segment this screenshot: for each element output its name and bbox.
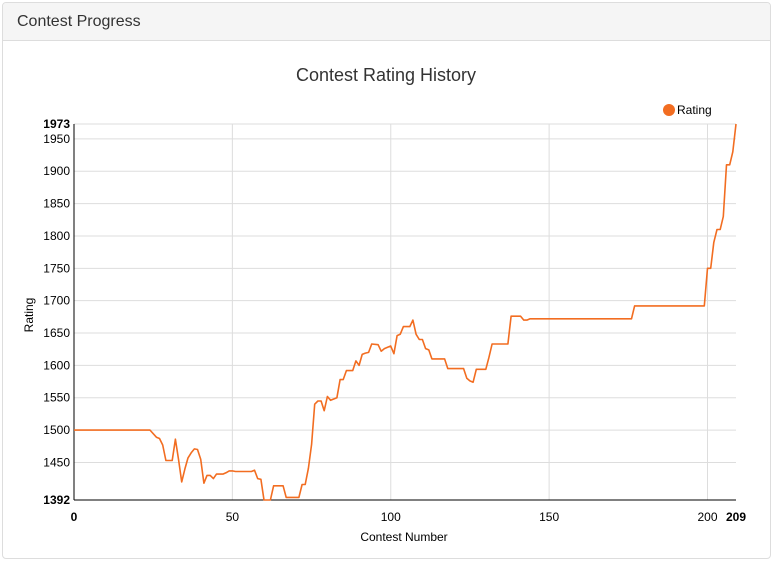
series-layer bbox=[74, 123, 737, 501]
legend[interactable]: Rating bbox=[663, 103, 712, 117]
y-tick-label: 1500 bbox=[43, 423, 70, 437]
panel-heading: Contest Progress bbox=[3, 3, 770, 41]
legend-label: Rating bbox=[677, 103, 712, 117]
x-tick-label: 150 bbox=[539, 510, 559, 524]
x-tick-label: 209 bbox=[726, 510, 746, 524]
y-tick-label: 1392 bbox=[43, 493, 70, 507]
chart-title: Contest Rating History bbox=[296, 65, 476, 85]
y-tick-label: 1900 bbox=[43, 164, 70, 178]
y-tick-label: 1650 bbox=[43, 326, 70, 340]
y-tick-label: 1800 bbox=[43, 229, 70, 243]
x-tick-label: 100 bbox=[381, 510, 401, 524]
x-tick-label: 200 bbox=[697, 510, 717, 524]
y-tick-label: 1950 bbox=[43, 132, 70, 146]
x-tick-label: 0 bbox=[71, 510, 78, 524]
y-tick-label: 1850 bbox=[43, 197, 70, 211]
y-tick-label: 1700 bbox=[43, 294, 70, 308]
y-tick-label: 1550 bbox=[43, 391, 70, 405]
y-tick-label: 1750 bbox=[43, 261, 70, 275]
legend-marker bbox=[663, 104, 675, 116]
grid-lines bbox=[73, 123, 736, 501]
y-axis-label: Rating bbox=[22, 298, 36, 333]
x-axis-label: Contest Number bbox=[360, 530, 447, 544]
rating-series-line bbox=[74, 123, 737, 501]
y-tick-label: 1600 bbox=[43, 358, 70, 372]
y-tick-label: 1973 bbox=[43, 117, 70, 131]
tick-labels: 1392145015001550160016501700175018001850… bbox=[43, 117, 746, 524]
x-tick-label: 50 bbox=[226, 510, 240, 524]
y-tick-label: 1450 bbox=[43, 455, 70, 469]
axes bbox=[73, 124, 736, 501]
